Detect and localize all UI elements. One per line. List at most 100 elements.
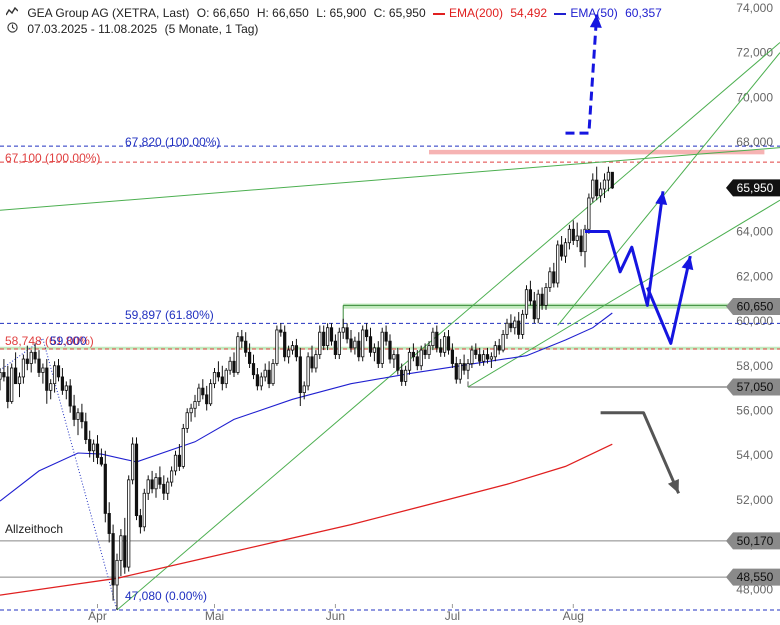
- fib-label-59000: 59,000: [50, 334, 87, 348]
- candle-body: [247, 351, 252, 364]
- candle-body: [88, 439, 92, 452]
- candle-body: [470, 349, 474, 364]
- candle-body: [380, 331, 384, 364]
- candle-body: [407, 351, 412, 371]
- ema50-legend-value: 60,357: [625, 6, 662, 20]
- candle-body: [68, 385, 72, 407]
- candle-body: [95, 443, 100, 458]
- candle-body: [146, 479, 150, 494]
- forecast-arrow-0: [565, 14, 599, 135]
- candle-body: [376, 347, 380, 364]
- clock-icon: [6, 22, 18, 36]
- candle-body: [255, 374, 260, 387]
- candle-body: [158, 477, 162, 485]
- y-tick-label: 58,000: [736, 359, 773, 373]
- trendline-1: [116, 42, 780, 611]
- candle-body: [224, 369, 228, 385]
- price-badge-3: [726, 532, 780, 550]
- y-tick-label: 56,000: [736, 403, 773, 417]
- candle-body: [41, 367, 45, 373]
- candle-body: [563, 242, 568, 257]
- y-tick-label: 60,000: [736, 314, 773, 328]
- candle-body: [76, 412, 80, 420]
- candle-body: [598, 188, 603, 197]
- candle-body: [361, 329, 365, 358]
- candle-body: [259, 376, 263, 387]
- candle-body: [329, 327, 334, 342]
- x-tick-label: Jun: [326, 609, 345, 623]
- candle-body: [509, 322, 513, 329]
- candle-body: [400, 369, 404, 382]
- candle-body: [489, 356, 494, 360]
- candle-body: [595, 179, 599, 197]
- candle-body: [154, 477, 158, 490]
- candle-body: [524, 289, 529, 315]
- period-label: (5 Monate, 1 Tag): [164, 22, 259, 36]
- candle-body: [166, 481, 170, 494]
- candle-body: [189, 407, 193, 414]
- candle-body: [431, 331, 435, 347]
- chart-header-row-1: GEA Group AG (XETRA, Last) O: 66,650 H: …: [5, 6, 666, 20]
- candle-body: [45, 367, 49, 391]
- candle-body: [306, 356, 310, 387]
- fib-label-47080: 47,080 (0.00%): [125, 589, 207, 603]
- candle-body: [52, 365, 57, 385]
- candle-body: [162, 483, 166, 494]
- candle-body: [571, 228, 575, 241]
- ema200-line: [0, 443, 613, 596]
- candle-body: [271, 363, 275, 385]
- candle-body: [505, 322, 509, 335]
- candle-body: [458, 363, 462, 380]
- candle-body: [559, 244, 564, 257]
- candle-body: [267, 369, 271, 385]
- candle-body: [548, 271, 552, 288]
- ema50-line: [0, 312, 613, 502]
- candle-body: [552, 271, 556, 284]
- candle-body: [544, 287, 548, 306]
- candle-body: [0, 372, 2, 380]
- price-badge-label: 48,550: [737, 570, 774, 584]
- candle-body: [497, 345, 501, 351]
- fib-label-59897: 59,897 (61.80%): [125, 308, 214, 322]
- candle-body: [520, 313, 525, 335]
- price-badge-2: [726, 378, 780, 396]
- candle-body: [275, 329, 279, 364]
- ema200-legend-swatch: [432, 12, 445, 15]
- candle-body: [80, 412, 84, 423]
- price-badge-label: 60,650: [737, 299, 774, 313]
- candle-body: [423, 349, 427, 355]
- fib-label-67820: 67,820 (100.00%): [125, 135, 220, 149]
- candle-body: [446, 336, 451, 351]
- candle-body: [173, 454, 178, 472]
- trendline-3: [557, 52, 780, 326]
- candle-body: [517, 320, 521, 335]
- candle-body: [72, 405, 76, 420]
- candle-body: [403, 369, 408, 382]
- price-badge-label: 65,950: [737, 181, 774, 195]
- candle-body: [177, 454, 182, 467]
- forecast-arrow-3: [600, 411, 680, 494]
- candle-body: [286, 349, 291, 358]
- candle-body: [193, 401, 197, 409]
- candle-body: [532, 300, 536, 320]
- price-badge-label: 50,170: [737, 534, 774, 548]
- candle-body: [236, 336, 240, 373]
- candle-body: [591, 179, 595, 199]
- high-value: H: 66,650: [256, 6, 309, 20]
- candle-body: [481, 354, 486, 362]
- candle-body: [103, 463, 107, 514]
- candle-body: [610, 171, 614, 189]
- candle-body: [263, 369, 267, 378]
- forecast-arrowhead-0: [589, 14, 602, 28]
- candle-body: [439, 347, 443, 353]
- candle-body: [372, 347, 377, 353]
- candle-body: [181, 427, 185, 467]
- price-badge-1: [726, 297, 780, 315]
- candle-body: [244, 340, 248, 353]
- candle-body: [107, 513, 111, 534]
- candle-body: [540, 293, 544, 306]
- candle-body: [220, 376, 224, 385]
- candle-body: [606, 171, 611, 181]
- candle-body: [368, 336, 373, 353]
